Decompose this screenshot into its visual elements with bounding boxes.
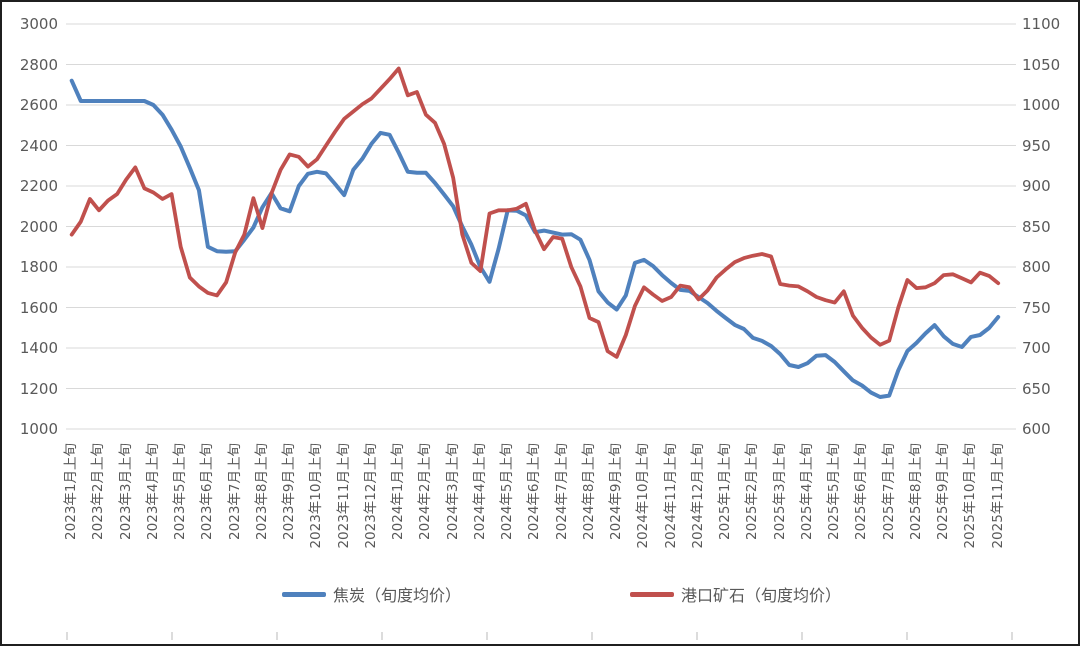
right-axis-tick-label: 1050 — [1022, 55, 1061, 74]
left-axis-tick-label: 1400 — [19, 339, 58, 357]
left-axis-tick-label: 1000 — [19, 420, 58, 438]
left-axis-tick-label: 2000 — [19, 217, 58, 236]
legend-item-coke: 焦炭（旬度均价） — [282, 582, 461, 606]
legend-item-ore: 港口矿石（旬度均价） — [630, 582, 841, 606]
left-axis-tick-label: 1200 — [19, 379, 58, 398]
left-axis-tick-label: 2600 — [19, 96, 58, 114]
right-axis-tick-label: 650 — [1022, 379, 1051, 398]
right-axis-tick-label: 900 — [1022, 177, 1051, 195]
left-axis-tick-label: 1600 — [19, 298, 58, 317]
legend-label-coke: 焦炭（旬度均价） — [333, 586, 462, 605]
right-axis-tick-label: 800 — [1022, 258, 1051, 276]
left-axis-tick-label: 3000 — [19, 15, 58, 33]
legend: 焦炭（旬度均价） 港口矿石（旬度均价） — [2, 582, 1078, 612]
right-axis-tick-label: 750 — [1022, 298, 1051, 317]
left-axis-tick-label: 2800 — [19, 55, 58, 74]
right-axis-tick-label: 700 — [1022, 339, 1051, 357]
right-axis-tick-label: 1000 — [1022, 96, 1061, 114]
left-axis-tick-label: 2400 — [19, 136, 58, 155]
right-axis-tick-label: 850 — [1022, 217, 1051, 236]
right-axis-tick-label: 600 — [1022, 420, 1051, 438]
legend-marker-ore-line — [630, 591, 674, 597]
series-line-coke — [69, 78, 1001, 399]
right-axis-tick-label: 950 — [1022, 136, 1051, 155]
series-line-ore — [69, 66, 1001, 359]
left-axis-tick-label: 1800 — [19, 258, 58, 276]
legend-marker-coke-line — [282, 591, 326, 597]
legend-label-ore: 港口矿石（旬度均价） — [681, 586, 842, 605]
right-axis-tick-label: 1100 — [1022, 15, 1061, 33]
left-axis-tick-label: 2200 — [19, 177, 58, 195]
